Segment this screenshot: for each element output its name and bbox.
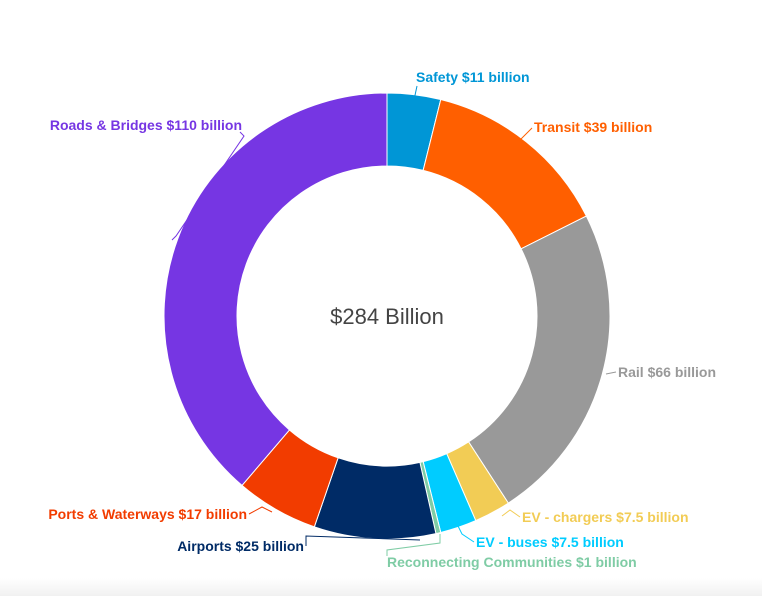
leader-line-7: [248, 506, 273, 515]
leader-line-8: [171, 131, 245, 241]
slice-label-2: Rail $66 billion: [618, 364, 716, 380]
slice-label-7: Ports & Waterways $17 billion: [48, 506, 247, 522]
slice-label-6: Airports $25 billion: [177, 538, 304, 554]
slice-2[interactable]: [467, 215, 611, 504]
center-total-label: $284 Billion: [330, 304, 444, 329]
leader-line-6: [305, 535, 421, 546]
leader-line-1: [519, 127, 533, 141]
slice-label-1: Transit $39 billion: [534, 119, 652, 135]
slice-label-4: EV - buses $7.5 billion: [476, 534, 624, 550]
slice-label-8: Roads & Bridges $110 billion: [50, 117, 242, 133]
slice-label-0: Safety $11 billion: [416, 69, 530, 85]
leader-line-2: [605, 371, 617, 375]
leader-line-4: [457, 525, 475, 543]
slice-label-5: Reconnecting Communities $1 billion: [387, 554, 637, 570]
slice-label-3: EV - chargers $7.5 billion: [522, 509, 689, 525]
slice-8[interactable]: [163, 92, 388, 487]
leader-line-3: [501, 509, 521, 518]
bottom-band: [0, 578, 762, 596]
leader-line-5: [386, 534, 441, 556]
leader-line-0: [413, 85, 418, 101]
